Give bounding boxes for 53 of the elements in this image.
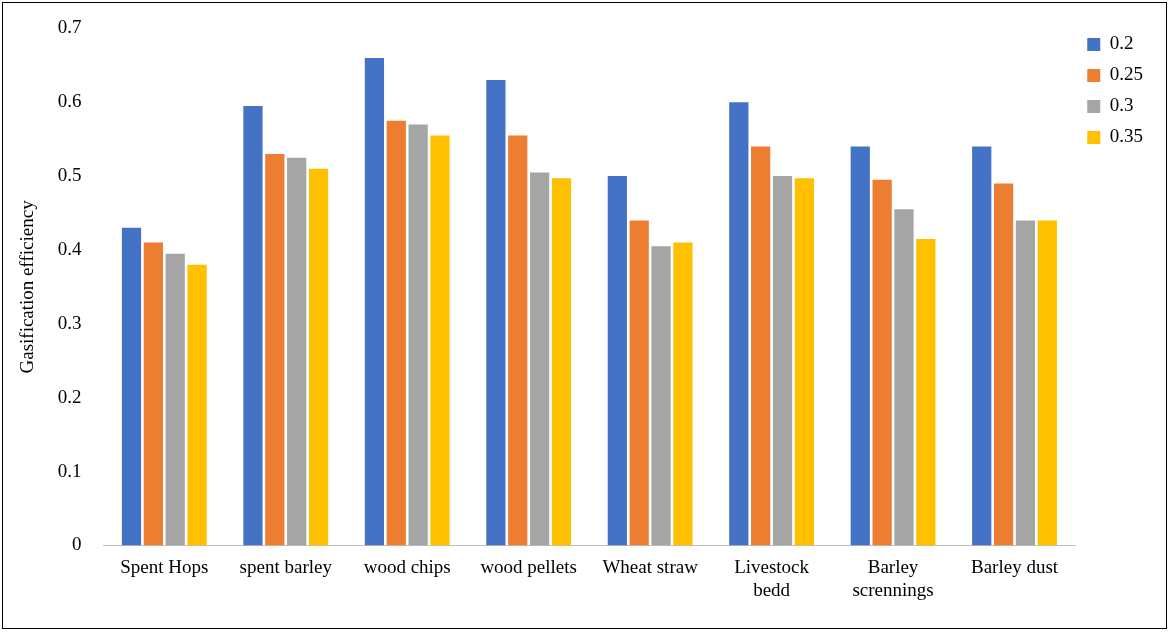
bar (850, 146, 870, 546)
x-tick-label: Wheat straw (602, 555, 699, 577)
y-axis-title: Gasification efficiency (16, 199, 38, 374)
bar (872, 179, 892, 546)
bar (1037, 220, 1057, 546)
legend-label: 0.2 (1109, 32, 1134, 54)
bar (508, 135, 528, 546)
y-tick-label: 0 (72, 533, 82, 555)
x-tick-label: spent barley (239, 555, 333, 577)
bar (308, 168, 329, 546)
bar (651, 246, 671, 546)
bar (165, 253, 185, 546)
bar (486, 80, 506, 546)
y-tick-label: 0.3 (57, 311, 82, 333)
x-tick-label: Barley scrennings (852, 555, 934, 600)
y-tick-label: 0.4 (57, 237, 83, 259)
y-tick-label: 0.2 (57, 385, 82, 407)
bar (729, 102, 749, 546)
bar (187, 264, 207, 546)
bar (287, 157, 307, 546)
legend-label: 0.3 (1109, 94, 1134, 116)
bar (673, 242, 693, 546)
bar (121, 227, 142, 546)
bar (386, 120, 406, 546)
bar (430, 135, 450, 546)
legend-label: 0.25 (1109, 63, 1143, 85)
y-tick-label: 0.5 (57, 164, 82, 186)
x-tick-label: wood chips (363, 555, 451, 577)
bar (916, 238, 936, 546)
y-tick-label: 0.1 (57, 459, 82, 481)
x-tick-label: Livestock bedd (734, 555, 810, 600)
bar (794, 178, 815, 546)
x-tick-label: wood pellets (480, 555, 577, 577)
y-tick-label: 0.7 (57, 16, 82, 38)
bar (143, 242, 163, 546)
bar (408, 124, 428, 546)
y-tick-label: 0.6 (57, 90, 82, 112)
bar (243, 105, 263, 546)
bar (364, 57, 385, 546)
bar (607, 176, 627, 546)
bar (993, 183, 1014, 546)
bar (894, 209, 914, 546)
bar (265, 153, 285, 546)
bar (972, 146, 992, 546)
bar (751, 146, 771, 546)
x-tick-label: Barley dust (970, 555, 1059, 577)
legend-label: 0.35 (1109, 125, 1143, 147)
bar (772, 176, 793, 546)
bar (629, 220, 649, 546)
bar (529, 172, 550, 546)
x-tick-label: Spent Hops (120, 555, 209, 577)
bar (551, 178, 572, 546)
bar (1015, 220, 1036, 546)
